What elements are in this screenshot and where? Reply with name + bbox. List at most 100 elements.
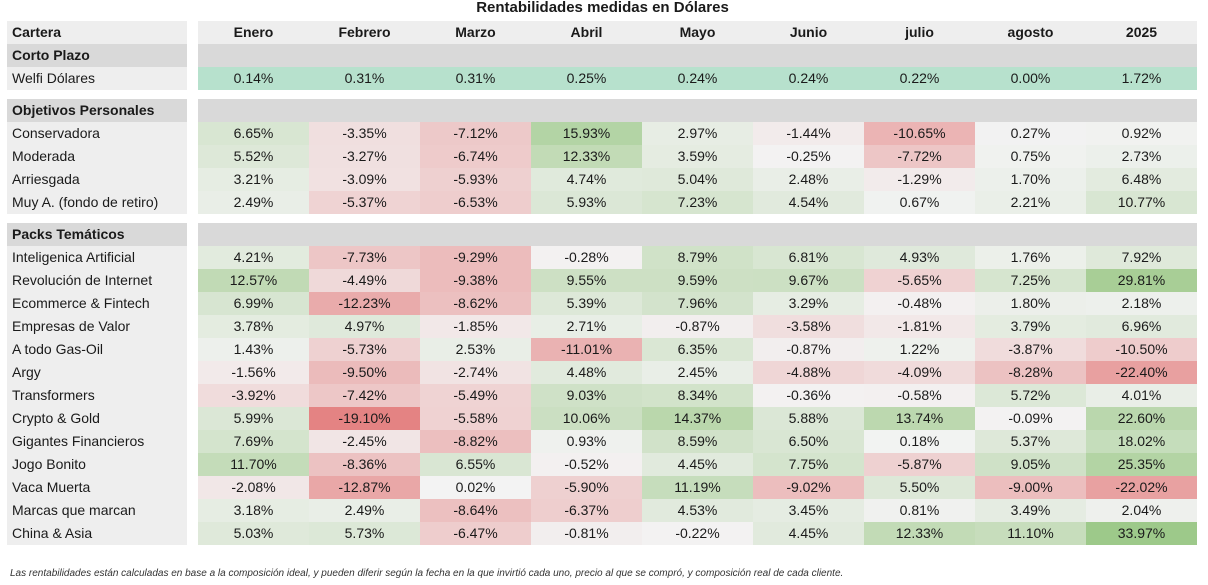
value-cell: -7.12% bbox=[420, 122, 531, 145]
section-header: Corto Plazo bbox=[7, 44, 1197, 67]
value-cell: 0.31% bbox=[420, 67, 531, 90]
section-fill bbox=[198, 44, 309, 67]
section-title: Objetivos Personales bbox=[7, 99, 187, 122]
value-cell: -9.50% bbox=[309, 361, 420, 384]
value-cell: 9.59% bbox=[642, 269, 753, 292]
value-cell: 2.21% bbox=[975, 191, 1086, 214]
value-cell: 3.18% bbox=[198, 499, 309, 522]
value-cell: -3.27% bbox=[309, 145, 420, 168]
value-cell: 4.54% bbox=[753, 191, 864, 214]
value-cell: 15.93% bbox=[531, 122, 642, 145]
column-gap bbox=[187, 476, 198, 499]
value-cell: 6.48% bbox=[1086, 168, 1197, 191]
value-cell: 0.93% bbox=[531, 430, 642, 453]
header-month: Junio bbox=[753, 21, 864, 44]
value-cell: -5.58% bbox=[420, 407, 531, 430]
table-row: Empresas de Valor 3.78% 4.97% -1.85% 2.71% -0… bbox=[7, 315, 1197, 338]
value-cell: -3.92% bbox=[198, 384, 309, 407]
column-gap bbox=[187, 292, 198, 315]
section-fill bbox=[975, 44, 1086, 67]
column-gap bbox=[187, 246, 198, 269]
value-cell: -1.29% bbox=[864, 168, 975, 191]
section-fill bbox=[1086, 223, 1197, 246]
section-fill bbox=[975, 223, 1086, 246]
value-cell: -8.28% bbox=[975, 361, 1086, 384]
value-cell: -5.65% bbox=[864, 269, 975, 292]
value-cell: -3.09% bbox=[309, 168, 420, 191]
row-name: Argy bbox=[7, 361, 187, 384]
value-cell: 12.57% bbox=[198, 269, 309, 292]
value-cell: -0.81% bbox=[531, 522, 642, 545]
row-name: Transformers bbox=[7, 384, 187, 407]
value-cell: -0.36% bbox=[753, 384, 864, 407]
row-name: Conservadora bbox=[7, 122, 187, 145]
value-cell: 6.65% bbox=[198, 122, 309, 145]
value-cell: 5.88% bbox=[753, 407, 864, 430]
value-cell: 0.31% bbox=[309, 67, 420, 90]
value-cell: -4.88% bbox=[753, 361, 864, 384]
value-cell: 2.48% bbox=[753, 168, 864, 191]
value-cell: 2.49% bbox=[309, 499, 420, 522]
value-cell: 11.10% bbox=[975, 522, 1086, 545]
value-cell: 7.23% bbox=[642, 191, 753, 214]
header-month: Marzo bbox=[420, 21, 531, 44]
section-fill bbox=[531, 44, 642, 67]
value-cell: -7.42% bbox=[309, 384, 420, 407]
section-fill bbox=[309, 44, 420, 67]
value-cell: 13.74% bbox=[864, 407, 975, 430]
row-name: Vaca Muerta bbox=[7, 476, 187, 499]
value-cell: -22.40% bbox=[1086, 361, 1197, 384]
header-month: julio bbox=[864, 21, 975, 44]
row-name: Revolución de Internet bbox=[7, 269, 187, 292]
value-cell: -5.93% bbox=[420, 168, 531, 191]
row-name: Muy A. (fondo de retiro) bbox=[7, 191, 187, 214]
value-cell: 11.70% bbox=[198, 453, 309, 476]
table-row: Ecommerce & Fintech 6.99% -12.23% -8.62% 5.3… bbox=[7, 292, 1197, 315]
value-cell: 5.52% bbox=[198, 145, 309, 168]
value-cell: 0.27% bbox=[975, 122, 1086, 145]
column-gap bbox=[187, 522, 198, 545]
value-cell: -3.35% bbox=[309, 122, 420, 145]
value-cell: 9.05% bbox=[975, 453, 1086, 476]
value-cell: 1.76% bbox=[975, 246, 1086, 269]
section-fill bbox=[198, 223, 309, 246]
row-name: Ecommerce & Fintech bbox=[7, 292, 187, 315]
value-cell: -12.87% bbox=[309, 476, 420, 499]
value-cell: 9.55% bbox=[531, 269, 642, 292]
value-cell: 7.96% bbox=[642, 292, 753, 315]
column-gap bbox=[187, 168, 198, 191]
table-row: China & Asia 5.03% 5.73% -6.47% -0.81% -0.22%… bbox=[7, 522, 1197, 545]
value-cell: 14.37% bbox=[642, 407, 753, 430]
value-cell: -6.37% bbox=[531, 499, 642, 522]
value-cell: 5.73% bbox=[309, 522, 420, 545]
value-cell: 1.70% bbox=[975, 168, 1086, 191]
column-gap bbox=[187, 499, 198, 522]
value-cell: 12.33% bbox=[531, 145, 642, 168]
value-cell: 5.99% bbox=[198, 407, 309, 430]
row-name: Inteligenica Artificial bbox=[7, 246, 187, 269]
column-gap bbox=[187, 338, 198, 361]
row-name: Empresas de Valor bbox=[7, 315, 187, 338]
value-cell: 0.24% bbox=[642, 67, 753, 90]
value-cell: -0.22% bbox=[642, 522, 753, 545]
value-cell: -6.47% bbox=[420, 522, 531, 545]
table-row: Inteligenica Artificial 4.21% -7.73% -9.29%… bbox=[7, 246, 1197, 269]
value-cell: 10.77% bbox=[1086, 191, 1197, 214]
section-title: Corto Plazo bbox=[7, 44, 187, 67]
value-cell: -9.29% bbox=[420, 246, 531, 269]
value-cell: -22.02% bbox=[1086, 476, 1197, 499]
table-row: Moderada 5.52% -3.27% -6.74% 12.33% 3.59% -0.2… bbox=[7, 145, 1197, 168]
value-cell: 33.97% bbox=[1086, 522, 1197, 545]
value-cell: 6.96% bbox=[1086, 315, 1197, 338]
column-gap bbox=[187, 191, 198, 214]
value-cell: 1.22% bbox=[864, 338, 975, 361]
column-gap bbox=[187, 122, 198, 145]
value-cell: 3.49% bbox=[975, 499, 1086, 522]
value-cell: -3.87% bbox=[975, 338, 1086, 361]
table-row: Jogo Bonito 11.70% -8.36% 6.55% -0.52% 4.45% 7… bbox=[7, 453, 1197, 476]
value-cell: 1.43% bbox=[198, 338, 309, 361]
value-cell: -4.49% bbox=[309, 269, 420, 292]
column-gap bbox=[187, 361, 198, 384]
value-cell: 0.24% bbox=[753, 67, 864, 90]
value-cell: -1.85% bbox=[420, 315, 531, 338]
